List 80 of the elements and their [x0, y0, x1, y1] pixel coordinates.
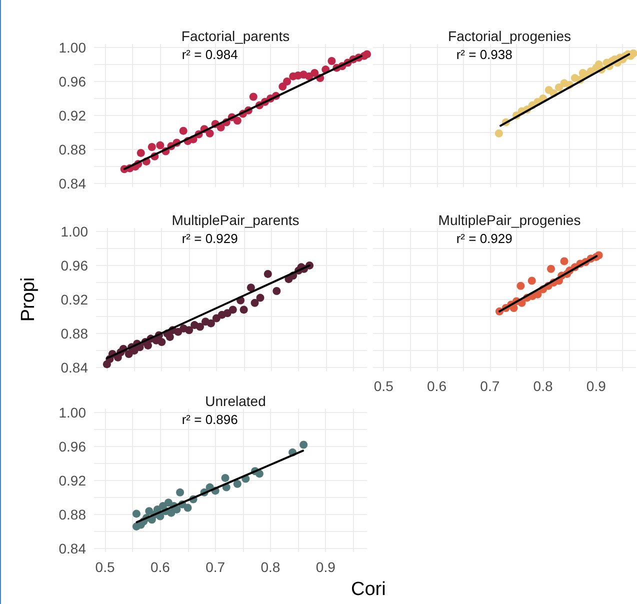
x-tick-label: 0.8 — [260, 559, 280, 575]
point — [363, 50, 371, 58]
point — [228, 306, 237, 314]
x-tick-label: 0.5 — [95, 559, 115, 575]
y-tick-label: 0.84 — [58, 540, 86, 557]
annotation: r² = 0.896 — [182, 412, 238, 427]
annotation: r² = 0.938 — [456, 47, 512, 62]
x-tick-label: 0.9 — [586, 378, 606, 394]
point — [148, 142, 156, 151]
point — [264, 270, 272, 278]
y-tick-label: 0.88 — [58, 506, 86, 523]
point — [196, 322, 204, 331]
point — [185, 326, 194, 334]
point — [300, 440, 308, 449]
point — [278, 82, 287, 91]
x-tick-label: 0.8 — [533, 378, 553, 394]
chart-title: MultiplePair_progenies — [438, 212, 581, 228]
point — [221, 474, 230, 482]
x-tick-label: 0.5 — [374, 378, 394, 394]
point — [528, 276, 536, 285]
y-tick-label: 0.88 — [60, 326, 88, 342]
x-tick-label: 0.7 — [206, 559, 226, 575]
y-tick-label: 1.00 — [60, 223, 88, 240]
y-tick-label: 0.92 — [58, 108, 86, 124]
point — [256, 294, 264, 302]
y-tick-label: 0.88 — [58, 142, 86, 158]
point — [246, 284, 255, 292]
point — [283, 77, 292, 86]
annotation: r² = 0.929 — [182, 231, 238, 246]
chart-title: Unrelated — [205, 393, 266, 409]
x-tick-label: 0.6 — [150, 559, 170, 575]
point — [516, 282, 525, 290]
y-tick-label: 0.96 — [58, 73, 86, 90]
point — [136, 148, 145, 157]
point — [184, 504, 192, 512]
point — [560, 257, 568, 266]
y-tick-label: 0.84 — [60, 360, 88, 376]
point — [233, 480, 242, 488]
point — [174, 328, 182, 336]
x-tick-label: 0.6 — [427, 378, 447, 394]
y-tick-label: 0.96 — [60, 257, 88, 274]
x-tick-label: 0.9 — [316, 559, 336, 575]
point — [156, 141, 164, 150]
y-tick-label: 0.84 — [58, 176, 86, 192]
point — [240, 306, 248, 314]
y-tick-label: 0.96 — [58, 438, 86, 454]
x-tick-label: 0.7 — [480, 378, 500, 394]
chart-title: Factorial_progenies — [448, 28, 571, 44]
point — [145, 507, 154, 516]
point — [179, 126, 188, 135]
y-axis-title: Propi — [18, 277, 39, 322]
point — [206, 129, 214, 138]
y-tick-label: 0.92 — [58, 472, 86, 488]
point — [328, 57, 336, 66]
point — [494, 129, 503, 138]
point — [547, 264, 555, 273]
point — [554, 83, 563, 92]
point — [166, 332, 174, 341]
point — [206, 319, 215, 328]
point — [310, 68, 319, 77]
x-axis-title: Cori — [351, 579, 386, 600]
y-tick-label: 0.92 — [60, 292, 88, 308]
chart-title: MultiplePair_parents — [172, 212, 300, 228]
chart-title: Factorial_parents — [181, 28, 290, 44]
point — [132, 510, 140, 518]
annotation: r² = 0.984 — [182, 47, 238, 62]
y-tick-label: 1.00 — [58, 404, 86, 420]
point — [158, 338, 166, 346]
point — [250, 298, 259, 307]
point — [249, 92, 258, 101]
y-tick-label: 1.00 — [58, 39, 86, 56]
annotation: r² = 0.929 — [456, 231, 512, 246]
point — [216, 123, 225, 132]
point — [510, 304, 518, 312]
point — [629, 49, 637, 58]
point — [534, 290, 542, 298]
point — [233, 116, 242, 125]
point — [144, 341, 152, 350]
point — [176, 488, 184, 496]
point — [272, 286, 281, 295]
